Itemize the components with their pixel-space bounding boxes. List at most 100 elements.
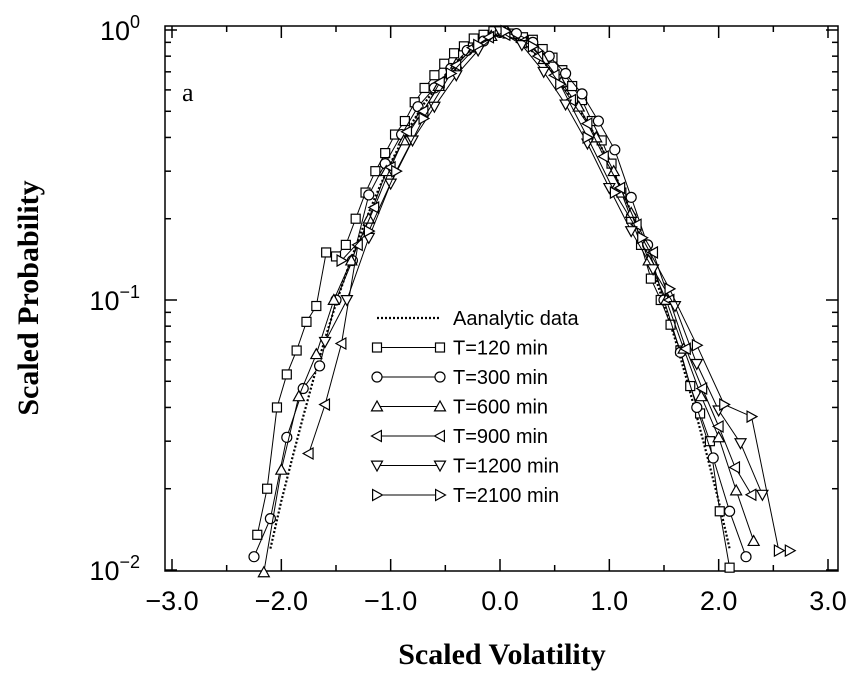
data-point: [625, 191, 637, 203]
data-point: [318, 336, 332, 349]
data-point: [714, 506, 725, 517]
legend-entry: T=600 min: [370, 397, 548, 419]
data-point: [448, 48, 460, 59]
series-3: [257, 26, 761, 578]
data-point: [576, 88, 588, 100]
x-tick-label: 3.0: [809, 586, 847, 616]
data-point: [406, 135, 420, 148]
data-point: [419, 82, 430, 94]
data-point: [318, 398, 331, 412]
data-point: [350, 213, 361, 224]
data-point: [400, 125, 413, 139]
data-point: [784, 544, 797, 558]
data-point: [367, 201, 380, 215]
data-point: [336, 254, 349, 268]
data-point: [248, 551, 260, 563]
data-point: [473, 38, 485, 52]
data-point: [555, 77, 567, 91]
legend-entry: T=900 min: [370, 426, 548, 448]
legend-marker: [370, 460, 384, 473]
data-point: [707, 452, 719, 464]
data-point: [734, 438, 748, 450]
data-point: [252, 529, 263, 540]
legend-marker: [370, 399, 384, 412]
data-point: [271, 402, 283, 413]
data-point: [690, 358, 704, 371]
y-tick-label: 100: [100, 12, 140, 46]
legend-marker: [433, 399, 447, 412]
data-point: [500, 24, 513, 38]
data-point: [327, 293, 341, 305]
data-point: [724, 562, 735, 573]
legend-label: T=600 min: [453, 397, 548, 419]
legend-marker: [433, 460, 447, 473]
legend-marker: [434, 371, 446, 383]
legend-marker: [370, 429, 382, 443]
y-axis-title: Scaled Probability: [12, 180, 45, 415]
x-tick-label: −3.0: [145, 586, 198, 616]
legend-entry: T=2100 min: [372, 485, 559, 507]
data-point: [291, 345, 302, 356]
x-tick-label: −2.0: [255, 586, 308, 616]
data-point: [370, 166, 381, 177]
legend-entry: T=300 min: [371, 367, 548, 389]
data-point: [719, 398, 731, 412]
plot-series: [248, 24, 797, 578]
x-axis-title: Scaled Volatility: [398, 638, 606, 671]
data-point: [694, 389, 708, 402]
data-point: [645, 273, 656, 284]
y-tick-label: 10−1: [89, 282, 140, 316]
data-point: [363, 189, 375, 201]
series-2: [248, 26, 752, 563]
data-point: [301, 447, 314, 461]
data-point: [609, 144, 621, 156]
data-point: [746, 410, 759, 424]
data-point: [668, 301, 682, 313]
legend-label: T=120 min: [453, 338, 548, 360]
data-point: [274, 463, 288, 475]
data-point: [257, 565, 271, 578]
panel-label: a: [182, 78, 194, 107]
data-point: [606, 158, 617, 169]
data-point: [679, 342, 691, 356]
data-point: [637, 231, 649, 245]
x-tick-label: −1.0: [364, 586, 417, 616]
data-point: [309, 347, 323, 360]
data-point: [755, 489, 769, 502]
data-point: [344, 253, 358, 266]
data-point: [723, 505, 736, 517]
data-point: [711, 419, 724, 434]
series-4: [301, 28, 757, 502]
data-point: [646, 264, 660, 276]
data-point: [340, 239, 351, 250]
data-point: [445, 66, 458, 81]
x-tick-label: 2.0: [700, 586, 738, 616]
legend-entry: T=120 min: [371, 338, 548, 360]
data-point: [740, 551, 752, 563]
data-point: [691, 401, 703, 414]
legend-marker: [433, 429, 445, 443]
y-tick-label: 10−2: [89, 552, 140, 586]
data-point: [281, 369, 292, 380]
legend-marker: [371, 342, 383, 353]
data-point: [747, 534, 761, 547]
data-point: [664, 282, 677, 296]
data-point: [773, 544, 786, 558]
data-point: [559, 67, 572, 80]
data-point: [527, 39, 540, 53]
series-line: [341, 30, 790, 552]
data-point: [609, 186, 622, 200]
data-point: [433, 75, 445, 89]
data-point: [429, 70, 440, 81]
data-point: [597, 149, 609, 164]
legend-label: T=900 min: [453, 426, 548, 448]
legend-label: T=300 min: [453, 367, 548, 389]
data-point: [712, 430, 726, 443]
data-point: [301, 316, 312, 327]
legend-marker: [434, 342, 446, 353]
data-point: [380, 148, 391, 159]
data-point: [314, 360, 326, 372]
legend-label: T=2100 min: [453, 485, 559, 507]
legend: Aanalytic data T=120 min T=300 min T=600 mi…: [370, 308, 580, 507]
